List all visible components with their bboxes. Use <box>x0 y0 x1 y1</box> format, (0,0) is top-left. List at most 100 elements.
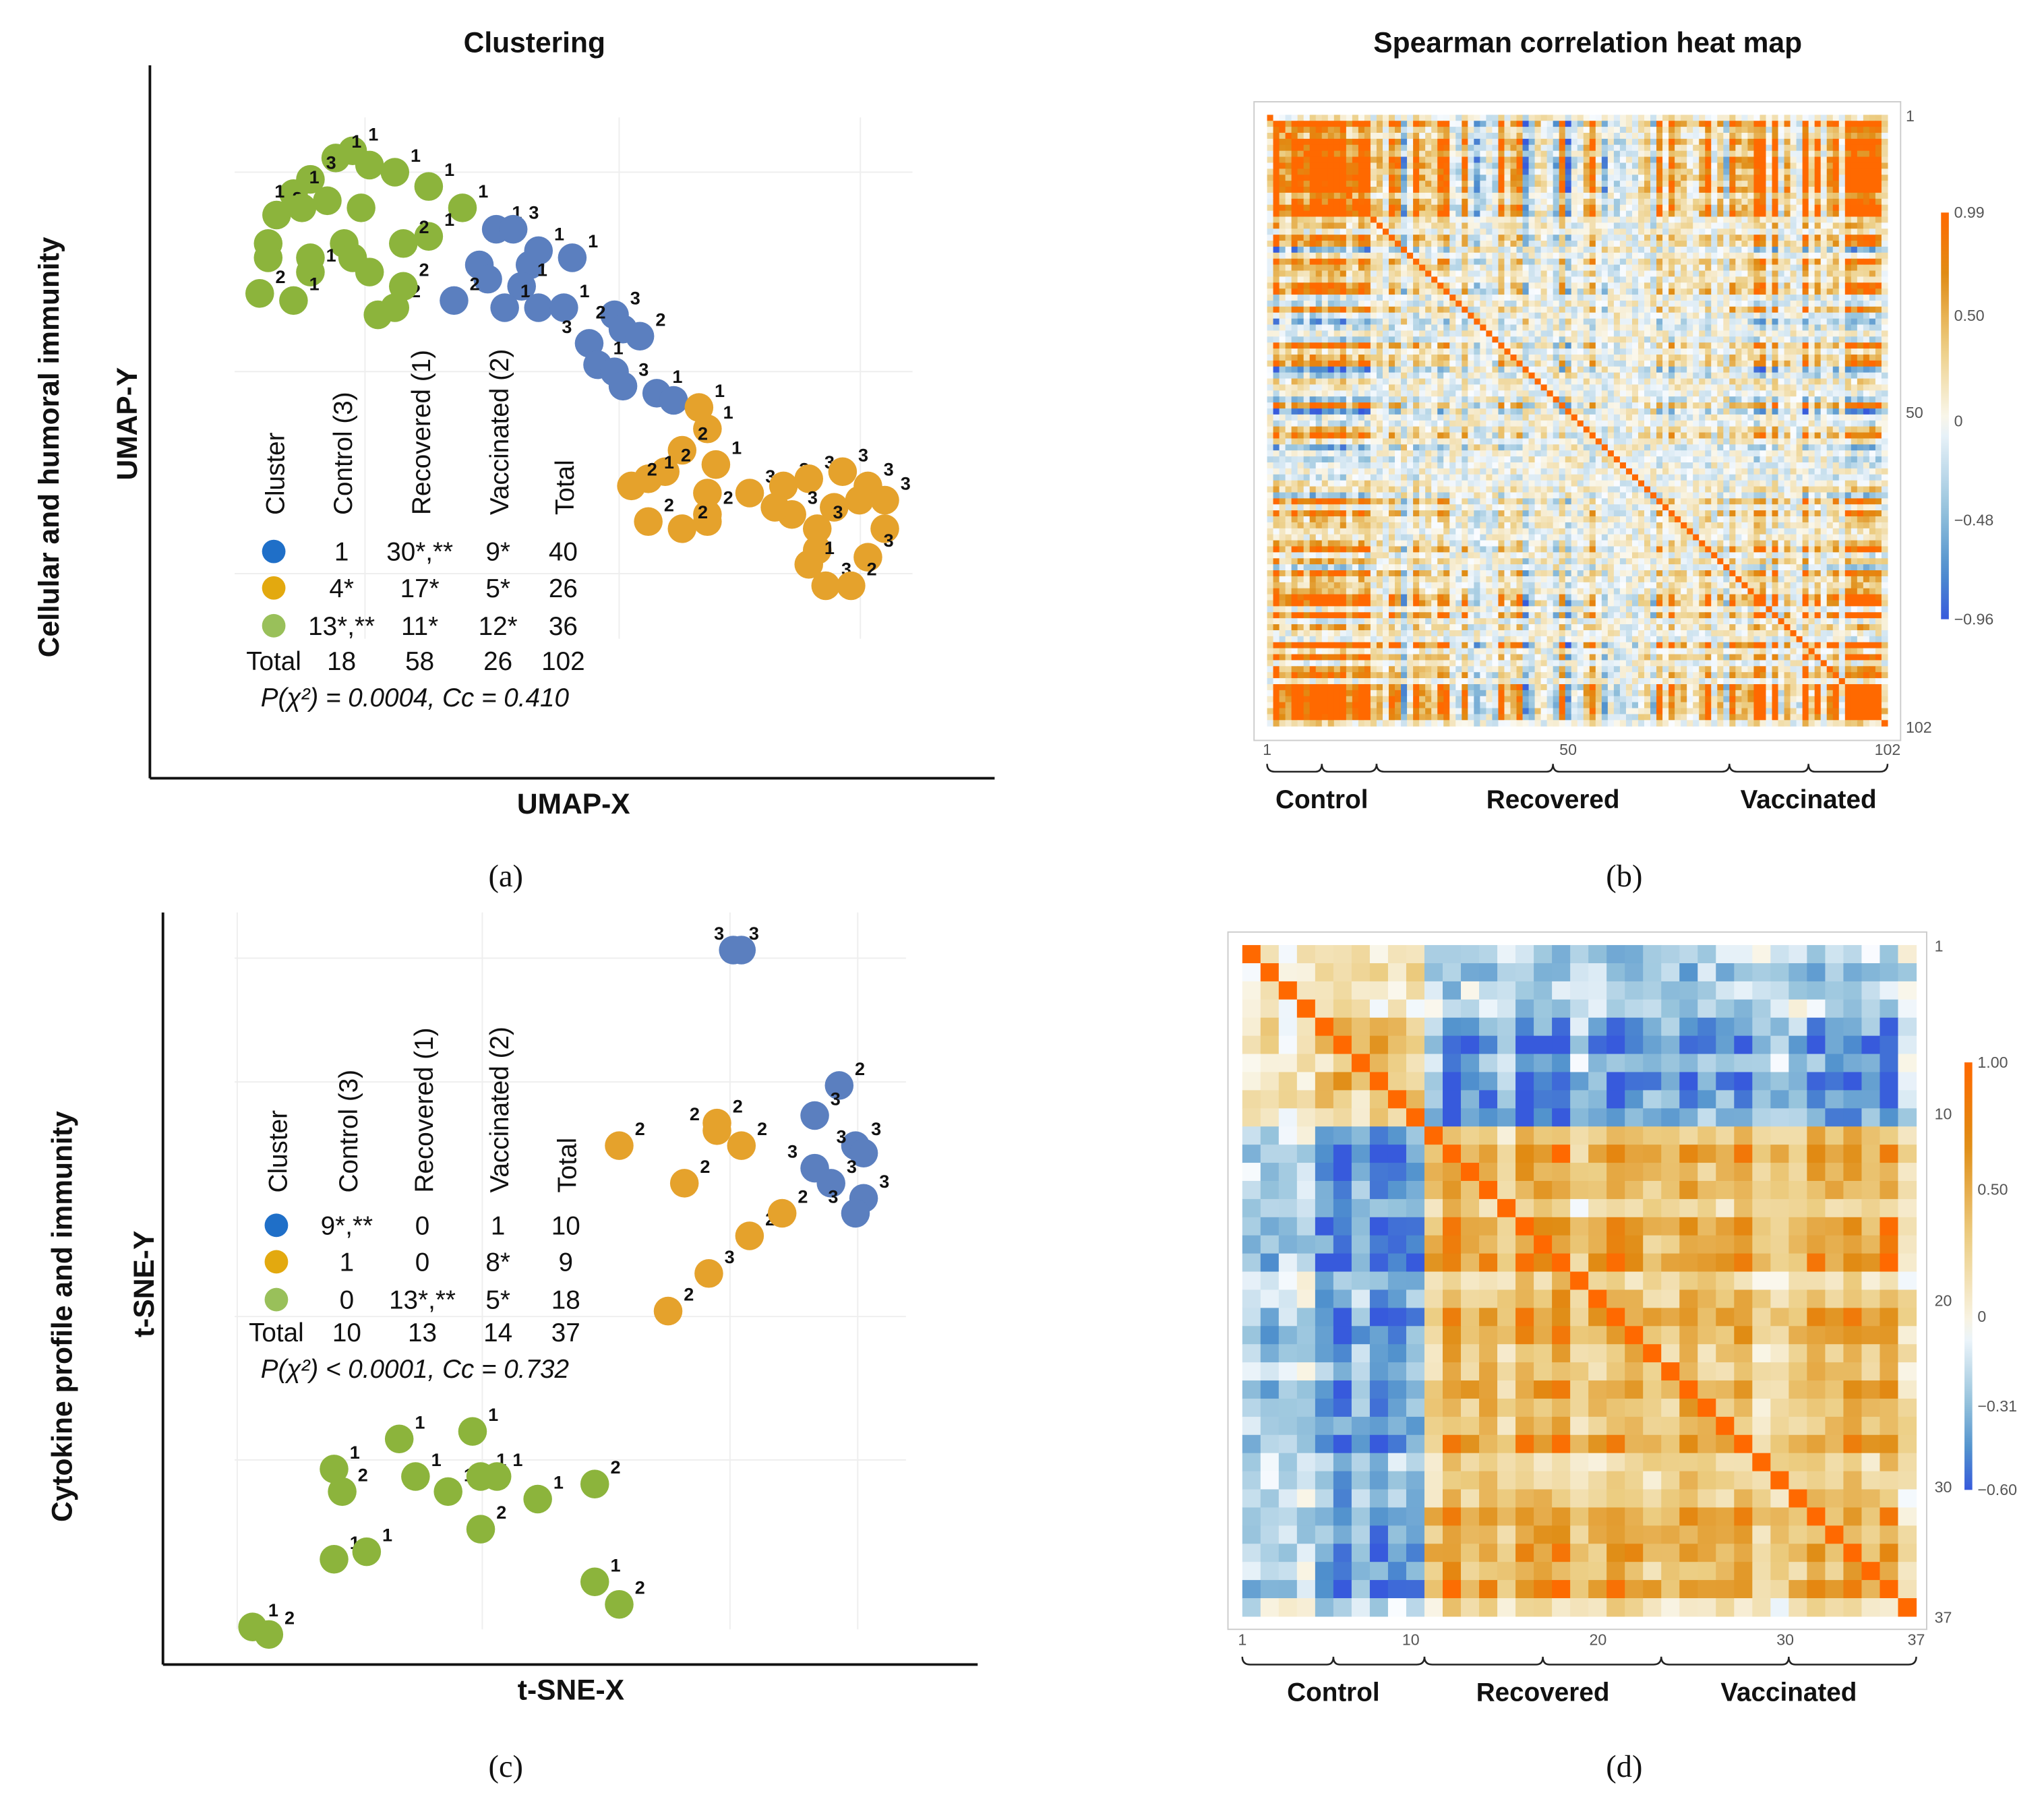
heatmap-cell <box>1297 235 1304 241</box>
heatmap-cell <box>1820 169 1828 175</box>
heatmap-cell <box>1540 330 1548 337</box>
heatmap-cell <box>1449 276 1456 283</box>
heatmap-cell <box>1832 175 1840 181</box>
heatmap-cell <box>1370 366 1377 373</box>
point-label: 1 <box>274 181 284 202</box>
heatmap-cell <box>1625 241 1633 247</box>
heatmap-cell <box>1589 162 1596 169</box>
heatmap-cell <box>1455 354 1462 361</box>
heatmap-cell <box>1516 384 1524 391</box>
heatmap-cell <box>1772 181 1779 187</box>
heatmap-cell <box>1510 138 1517 146</box>
heatmap-cell <box>1559 390 1566 397</box>
heatmap-cell <box>1534 390 1542 397</box>
heatmap-cell <box>1778 348 1785 355</box>
heatmap-cell <box>1796 229 1803 235</box>
heatmap-cell <box>1863 144 1870 152</box>
heatmap-cell <box>1407 396 1414 403</box>
heatmap-cell <box>1395 390 1402 397</box>
heatmap-cell <box>1875 162 1882 169</box>
heatmap-cell <box>1413 295 1420 301</box>
heatmap-cell <box>1498 312 1505 320</box>
heatmap-cell <box>1644 360 1651 367</box>
heatmap-cell <box>1340 144 1347 152</box>
heatmap-cell <box>1285 348 1292 355</box>
heatmap-cell <box>1875 156 1882 164</box>
heatmap-cell <box>1443 115 1450 121</box>
heatmap-cell <box>1407 169 1414 175</box>
heatmap-cell <box>1650 324 1657 331</box>
heatmap-cell <box>1589 366 1596 373</box>
heatmap-cell <box>1669 115 1675 121</box>
heatmap-cell <box>1462 258 1468 266</box>
heatmap-cell <box>1327 378 1335 386</box>
heatmap-cell <box>1546 282 1554 289</box>
heatmap-cell <box>1595 229 1602 235</box>
heatmap-cell <box>1486 360 1493 367</box>
heatmap-cell <box>1303 324 1311 331</box>
heatmap-cell <box>1607 354 1615 361</box>
heatmap-cell <box>1267 150 1274 158</box>
heatmap-cell <box>1389 330 1395 337</box>
heatmap-cell <box>1857 276 1864 283</box>
heatmap-cell <box>1857 366 1864 373</box>
heatmap-cell <box>1528 192 1536 200</box>
heatmap-cell <box>1644 258 1651 266</box>
heatmap-cell <box>1303 138 1311 146</box>
heatmap-cell <box>1528 235 1536 241</box>
heatmap-cell <box>1321 192 1329 200</box>
heatmap-cell <box>1510 181 1517 187</box>
heatmap-cell <box>1820 192 1828 200</box>
heatmap-cell <box>1333 121 1341 127</box>
heatmap-cell <box>1480 216 1486 223</box>
heatmap-cell <box>1613 354 1621 361</box>
heatmap-cell <box>1699 354 1706 361</box>
heatmap-cell <box>1303 222 1311 229</box>
heatmap-cell <box>1844 318 1852 326</box>
heatmap-cell <box>1553 258 1560 266</box>
heatmap-cell <box>1364 138 1371 146</box>
heatmap-cell <box>1838 192 1846 200</box>
heatmap-cell <box>1285 390 1292 397</box>
heatmap-cell <box>1291 115 1298 121</box>
heatmap-cell <box>1504 175 1511 181</box>
heatmap-cell <box>1577 115 1584 121</box>
heatmap-cell <box>1693 282 1700 289</box>
heatmap-cell <box>1863 246 1870 253</box>
heatmap-cell <box>1407 300 1414 307</box>
heatmap-cell <box>1595 115 1602 121</box>
heatmap-cell <box>1480 115 1486 121</box>
heatmap-cell <box>1650 270 1657 277</box>
heatmap-cell <box>1844 210 1852 218</box>
heatmap-cell <box>1565 390 1572 397</box>
heatmap-cell <box>1687 235 1693 241</box>
heatmap-cell <box>1723 241 1730 247</box>
heatmap-cell <box>1705 156 1712 164</box>
heatmap-cell <box>1376 366 1383 373</box>
heatmap-cell <box>1419 300 1426 307</box>
heatmap-cell <box>1315 360 1323 367</box>
heatmap-cell <box>1589 216 1596 223</box>
heatmap-cell <box>1534 204 1542 212</box>
heatmap-cell <box>1675 258 1681 266</box>
heatmap-cell <box>1534 360 1542 367</box>
heatmap-cell <box>1546 150 1554 158</box>
heatmap-cell <box>1625 216 1633 223</box>
heatmap-cell <box>1346 258 1353 266</box>
heatmap-cell <box>1571 156 1578 164</box>
heatmap-cell <box>1796 390 1803 397</box>
heatmap-cell <box>1358 241 1365 247</box>
heatmap-cell <box>1340 187 1347 193</box>
heatmap-cell <box>1291 348 1298 355</box>
heatmap-cell <box>1443 241 1450 247</box>
heatmap-cell <box>1637 246 1645 253</box>
heatmap-cell <box>1644 156 1651 164</box>
heatmap-cell <box>1327 264 1335 272</box>
heatmap-cell <box>1778 324 1785 331</box>
heatmap-cell <box>1741 246 1748 253</box>
heatmap-cell <box>1389 390 1395 397</box>
heatmap-cell <box>1687 216 1693 223</box>
heatmap-cell <box>1480 288 1486 295</box>
heatmap-cell <box>1747 295 1755 301</box>
heatmap-cell <box>1340 324 1347 331</box>
